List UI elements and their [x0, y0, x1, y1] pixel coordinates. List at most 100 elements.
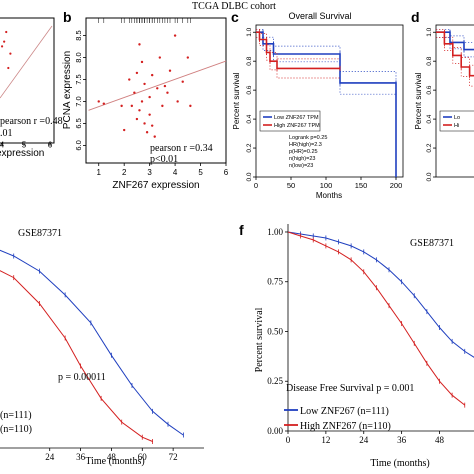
panel-b-data-point: [128, 78, 131, 81]
panel-a-x-tick-label: 5: [22, 141, 27, 150]
panel-e-km: GSE87371 24 36 48 60 72 p = 0.00011 (n=111) …: [0, 228, 204, 467]
panel-d-legend-box: [439, 110, 474, 132]
panel-b-data-point: [156, 87, 159, 90]
panel-b-data-point: [161, 104, 164, 108]
panel-c-ci-band: [256, 28, 340, 60]
panel-b-rug: [98, 18, 191, 23]
panel-d-y-tick-label: 0.4: [426, 114, 433, 123]
panel-c-plot-frame: [255, 24, 404, 178]
panel-b-data-point: [120, 104, 123, 108]
panel-b-data-point: [143, 82, 146, 86]
panel-b-y-tick-label: 6.5: [74, 118, 83, 128]
panel-b-scatter: 1 2 3 4 5 6 6.0 6.5 7.0 7.5 8.0 8.5 pearson r =0.34…: [62, 17, 229, 191]
panel-c-y-tick-label: 0.8: [246, 56, 253, 65]
panel-b-data-point: [133, 91, 136, 94]
panel-f-x-tick-label: 24: [359, 435, 369, 445]
panel-d-series-line: [436, 31, 474, 77]
panel-a-x-tick-label: 6: [48, 141, 53, 150]
panel-a-x-axis-label: expression: [0, 148, 44, 159]
panel-d-y-tick-label: 0.8: [426, 56, 433, 65]
panel-a-p-stat: .01: [0, 128, 13, 139]
panel-c-y-axis-label: Percent survival: [232, 72, 241, 129]
panel-b-x-tick-label: 1: [97, 168, 102, 177]
panel-a-data-point: [0, 45, 4, 48]
panel-d-letter: d: [411, 9, 420, 25]
panel-e-x-tick-label: 24: [45, 452, 55, 462]
panel-d-y-tick-label: 1.0: [426, 27, 433, 36]
panel-d-legend-high: Hi: [454, 123, 459, 129]
panel-b-x-tick-label: 4: [173, 168, 178, 177]
panel-d-ci-band: [436, 37, 474, 58]
panel-e-x-tick-label: 72: [169, 452, 178, 462]
panel-c-letter: c: [231, 9, 239, 25]
panel-b-data-point: [181, 80, 184, 83]
panel-d-plot-frame: [435, 24, 474, 178]
panel-f-x-tick-label: 36: [397, 435, 407, 445]
panel-f-y-tick-label: 0.50: [267, 326, 283, 336]
panel-d-ci-band: [436, 28, 474, 66]
panel-b-data-point: [176, 100, 179, 103]
panel-b-x-tick-label: 6: [224, 168, 229, 177]
panel-a-x-tick-label: 4: [0, 141, 5, 150]
panel-b-data-point: [122, 128, 126, 132]
panel-b-data-point: [145, 131, 149, 134]
panel-b-data-point: [168, 69, 172, 72]
panel-f-x-tick-label: 48: [435, 435, 445, 445]
panel-c-ci-band: [256, 37, 397, 177]
panel-c-y-tick-label: 0.6: [246, 85, 253, 94]
panel-d-y-tick-label: 0.6: [426, 85, 433, 94]
panel-c-series-line: [256, 31, 340, 70]
panel-b-plot-frame: [85, 17, 227, 164]
panel-f-y-tick-label: 1.00: [267, 227, 283, 237]
panel-c-x-tick-label: 50: [287, 181, 295, 190]
panel-c-km: Overall Survival 0 50 100 150 200 0.0 0.2 0.4 0.…: [232, 11, 404, 200]
panel-d-legend-low: Lo: [454, 115, 460, 121]
panel-c-x-tick-label: 0: [254, 181, 258, 190]
panel-a-plot-frame: [0, 17, 55, 144]
panel-b-data-point: [143, 122, 146, 125]
panel-b-y-tick-label: 8.0: [74, 52, 83, 62]
panel-b-data-point: [135, 71, 139, 75]
panel-d-ci-band: [436, 37, 474, 87]
panel-a-trend-line: [0, 25, 53, 99]
panel-e-x-tick-label: 36: [76, 452, 86, 462]
panel-e-x-axis-label: Time (months): [85, 456, 144, 467]
panel-e-series-line: [0, 249, 184, 436]
panel-b-pearson-stat: pearson r =0.34: [150, 143, 213, 154]
panel-f-legend-high: High ZNF267 (n=110): [300, 421, 391, 432]
panel-a-data-point: [5, 30, 8, 34]
panel-f-y-axis-label: Percent survival: [254, 307, 265, 372]
panel-c-legend: Low ZNF267 TPM High ZNF267 TPM: [259, 110, 321, 132]
panel-c-x-tick-label: 150: [355, 181, 368, 190]
panel-f-title: GSE87371: [410, 238, 454, 249]
panel-c-stat-hr: HR(high)=2.3: [289, 142, 322, 148]
panel-b-data-point: [102, 102, 106, 105]
panel-c-y-tick-label: 1.0: [246, 27, 253, 36]
panel-a-scatter: 4 5 6 pearson r =0.48 .01 expression: [0, 17, 63, 159]
panel-b-p-stat: p<0.01: [150, 154, 178, 165]
panel-b-data-point: [148, 95, 151, 99]
panel-c-stat-logrank: Logrank p=0.25: [289, 135, 327, 141]
panel-e-legend-high: (n=110): [0, 424, 32, 435]
panel-c-x-tick-label: 200: [390, 181, 403, 190]
panel-c-x-axis-label: Months: [316, 191, 342, 200]
panel-e-x-tick-label: 48: [107, 452, 117, 462]
panel-b-data-point: [163, 84, 167, 88]
panel-b-x-tick-label: 3: [147, 168, 152, 177]
panel-b-letter: b: [63, 9, 72, 25]
panel-b-x-tick-label: 5: [198, 168, 203, 177]
panel-c-stat-nhigh: n(high)=23: [289, 156, 315, 162]
panel-f-letter: f: [239, 222, 244, 238]
panel-c-legend-box: [259, 110, 321, 132]
panel-a-data-point: [9, 52, 12, 55]
panel-c-legend-high: High ZNF267 TPM: [274, 123, 320, 129]
panel-c-ci-band: [256, 37, 340, 79]
panel-b-data-point: [97, 100, 100, 103]
panel-b-y-tick-label: 8.5: [74, 30, 83, 40]
panel-f-series-line: [287, 231, 474, 358]
panel-f-y-tick-label: 0.25: [267, 376, 283, 386]
panel-b-y-tick-label: 7.5: [74, 74, 83, 84]
panel-d-km: 0.0 0.2 0.4 0.6 0.8 1.0 Lo Hi Percent surviva…: [414, 24, 474, 182]
panel-b-data-point: [150, 73, 154, 77]
panel-c-y-tick-label: 0.4: [246, 114, 253, 123]
